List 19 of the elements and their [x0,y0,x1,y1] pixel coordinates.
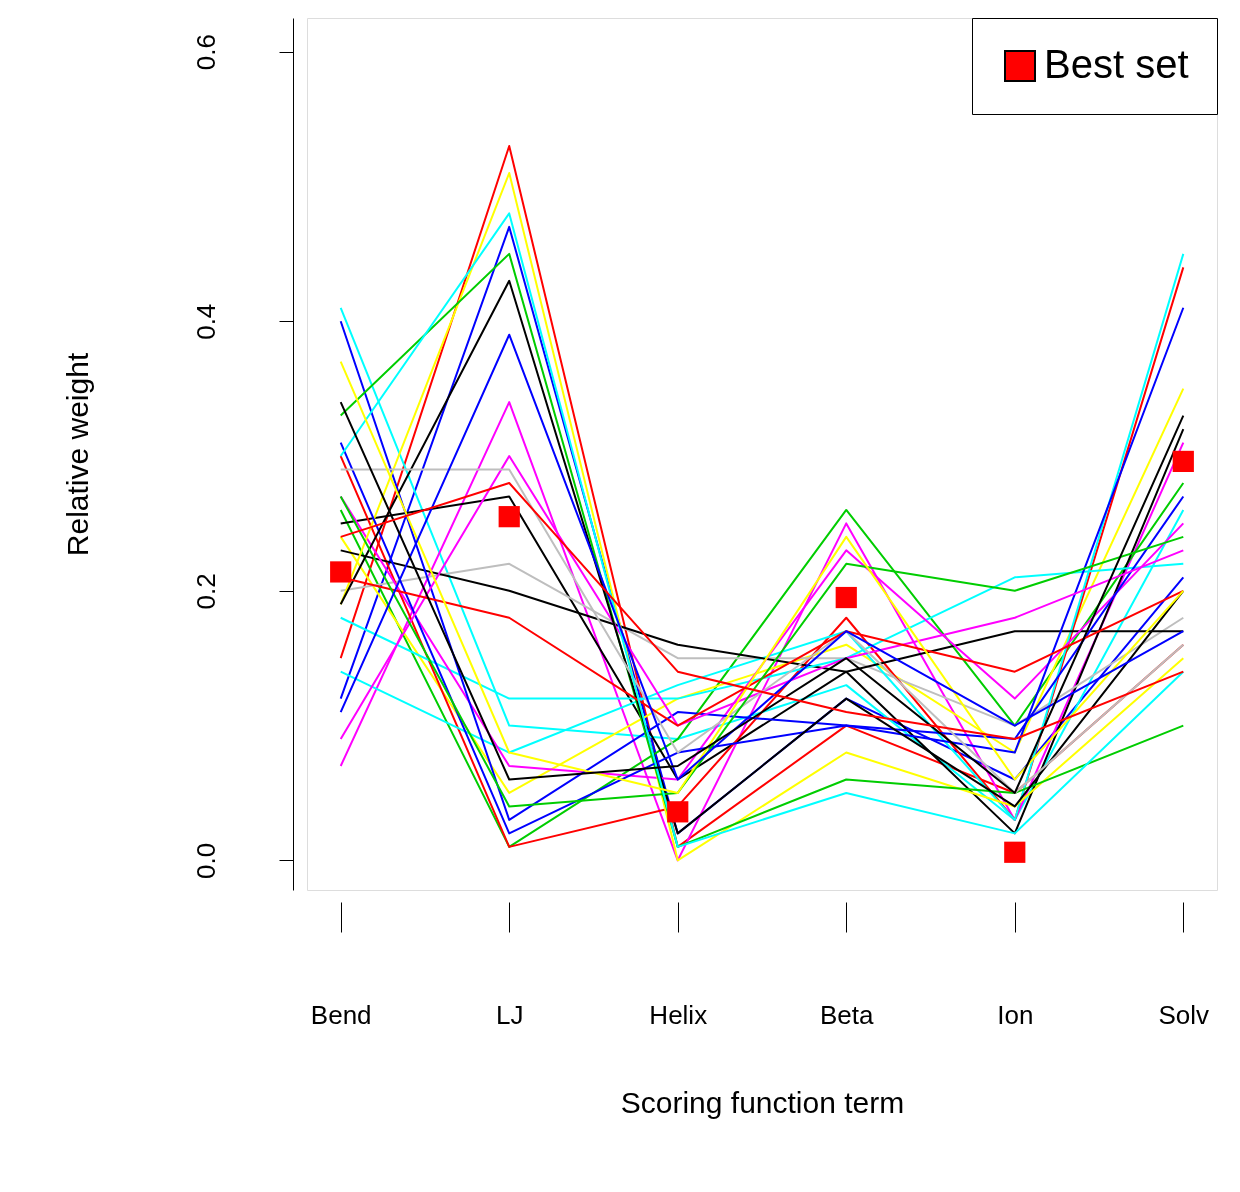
y-tick-label: 0.4 [190,303,221,340]
y-tick-label: 0.6 [190,34,221,71]
point [667,801,689,823]
y-tick-label: 0.0 [190,842,221,879]
point [498,506,520,528]
legend-label: Best set [1044,42,1189,86]
y-axis-title: Relative weight [60,352,94,557]
x-axis-title: Scoring function term [620,1085,905,1119]
y-tick-label: 0.2 [190,573,221,610]
x-tick-label: LJ [495,999,524,1030]
x-tick-label: Beta [820,999,875,1030]
x-tick-label: Bend [310,999,372,1030]
x-tick-label: Helix [649,999,708,1030]
x-tick-label: Ion [997,999,1034,1030]
point [330,561,352,583]
point [835,586,857,609]
x-tick-label: Solv [1158,999,1210,1030]
point [1172,450,1194,473]
point [1004,841,1026,863]
